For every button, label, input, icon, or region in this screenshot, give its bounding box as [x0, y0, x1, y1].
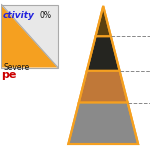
Polygon shape — [96, 6, 111, 36]
Text: Severe: Severe — [3, 63, 30, 72]
Polygon shape — [2, 4, 58, 68]
Text: pe: pe — [2, 70, 17, 80]
Polygon shape — [68, 103, 138, 144]
Text: ctivity: ctivity — [3, 11, 35, 20]
Polygon shape — [87, 36, 120, 71]
Polygon shape — [2, 4, 58, 68]
Polygon shape — [79, 71, 128, 103]
Text: 0%: 0% — [39, 11, 51, 20]
